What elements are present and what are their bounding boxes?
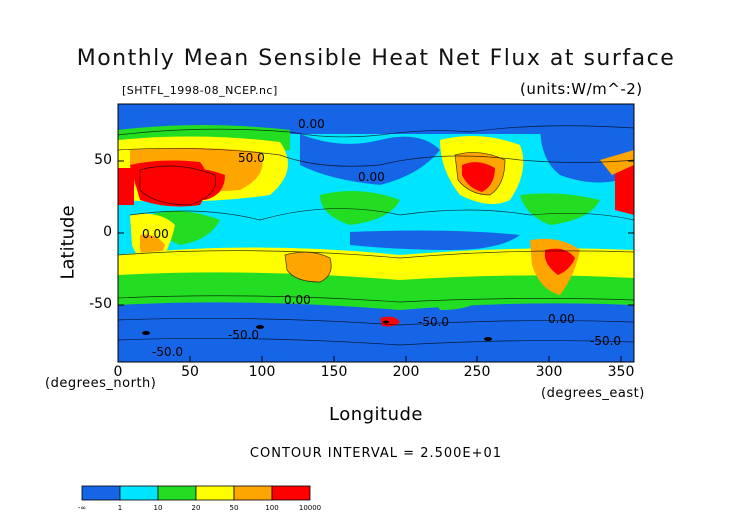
contour-label: -50.0 bbox=[228, 328, 259, 342]
colorbar-swatch bbox=[119, 485, 159, 501]
lat-unit-label: (degrees_north) bbox=[45, 376, 157, 391]
x-tick-label: 0 bbox=[113, 364, 123, 380]
x-axis-ticks bbox=[117, 356, 622, 362]
field-australia bbox=[285, 252, 332, 282]
x-tick-label: 100 bbox=[248, 364, 276, 380]
x-tick-label: 50 bbox=[181, 364, 199, 380]
colorbar bbox=[81, 485, 311, 501]
field-north-pacific bbox=[300, 134, 440, 185]
contour-label: 0.00 bbox=[358, 170, 385, 184]
contour-label: 50.0 bbox=[238, 151, 265, 165]
x-tick-label: 350 bbox=[607, 364, 635, 380]
colorbar-swatch bbox=[233, 485, 273, 501]
source-file-label: [SHTFL_1998-08_NCEP.nc] bbox=[122, 84, 278, 97]
colorbar-swatch bbox=[271, 485, 311, 501]
lon-unit-label: (degrees_east) bbox=[541, 386, 645, 401]
field-southern-ocean bbox=[118, 302, 634, 362]
x-tick-label: 300 bbox=[535, 364, 563, 380]
colorbar-label: 100 bbox=[265, 504, 279, 512]
colorbar-swatch bbox=[195, 485, 235, 501]
field-south-america bbox=[545, 248, 575, 275]
y-tick-label: 50 bbox=[94, 152, 112, 168]
figure-title: Monthly Mean Sensible Heat Net Flux at s… bbox=[76, 46, 676, 71]
field-north-america bbox=[462, 162, 495, 192]
colorbar-label: 10 bbox=[153, 504, 163, 512]
colorbar-label: 50 bbox=[229, 504, 239, 512]
x-tick-label: 250 bbox=[463, 364, 491, 380]
x-tick-label: 150 bbox=[320, 364, 348, 380]
colorbar-label: 10000 bbox=[298, 504, 322, 512]
y-axis-ticks bbox=[118, 160, 634, 306]
contour-interval-label: CONTOUR INTERVAL = 2.500E+01 bbox=[249, 446, 503, 461]
contour-label: 0.00 bbox=[142, 227, 169, 241]
units-label: (units:W/m^-2) bbox=[520, 80, 643, 98]
map-speckles bbox=[142, 320, 492, 341]
colorbar-label: -∞ bbox=[77, 504, 87, 512]
y-axis-title: Latitude bbox=[57, 205, 79, 280]
colorbar-swatch bbox=[81, 485, 121, 501]
y-tick-label: 0 bbox=[103, 224, 112, 240]
colorbar-swatch bbox=[157, 485, 197, 501]
contour-label: -50.0 bbox=[418, 315, 449, 329]
colorbar-label: 1 bbox=[117, 504, 123, 512]
contour-label: -50.0 bbox=[152, 345, 183, 359]
x-axis-title: Longitude bbox=[328, 404, 424, 425]
contour-label: 0.00 bbox=[284, 293, 311, 307]
contour-label: 0.00 bbox=[298, 117, 325, 131]
contour-label: -50.0 bbox=[590, 334, 621, 348]
colorbar-label: 20 bbox=[191, 504, 201, 512]
y-tick-label: -50 bbox=[89, 296, 112, 312]
flux-map bbox=[118, 104, 634, 362]
x-tick-label: 200 bbox=[392, 364, 420, 380]
contour-label: 0.00 bbox=[548, 312, 575, 326]
